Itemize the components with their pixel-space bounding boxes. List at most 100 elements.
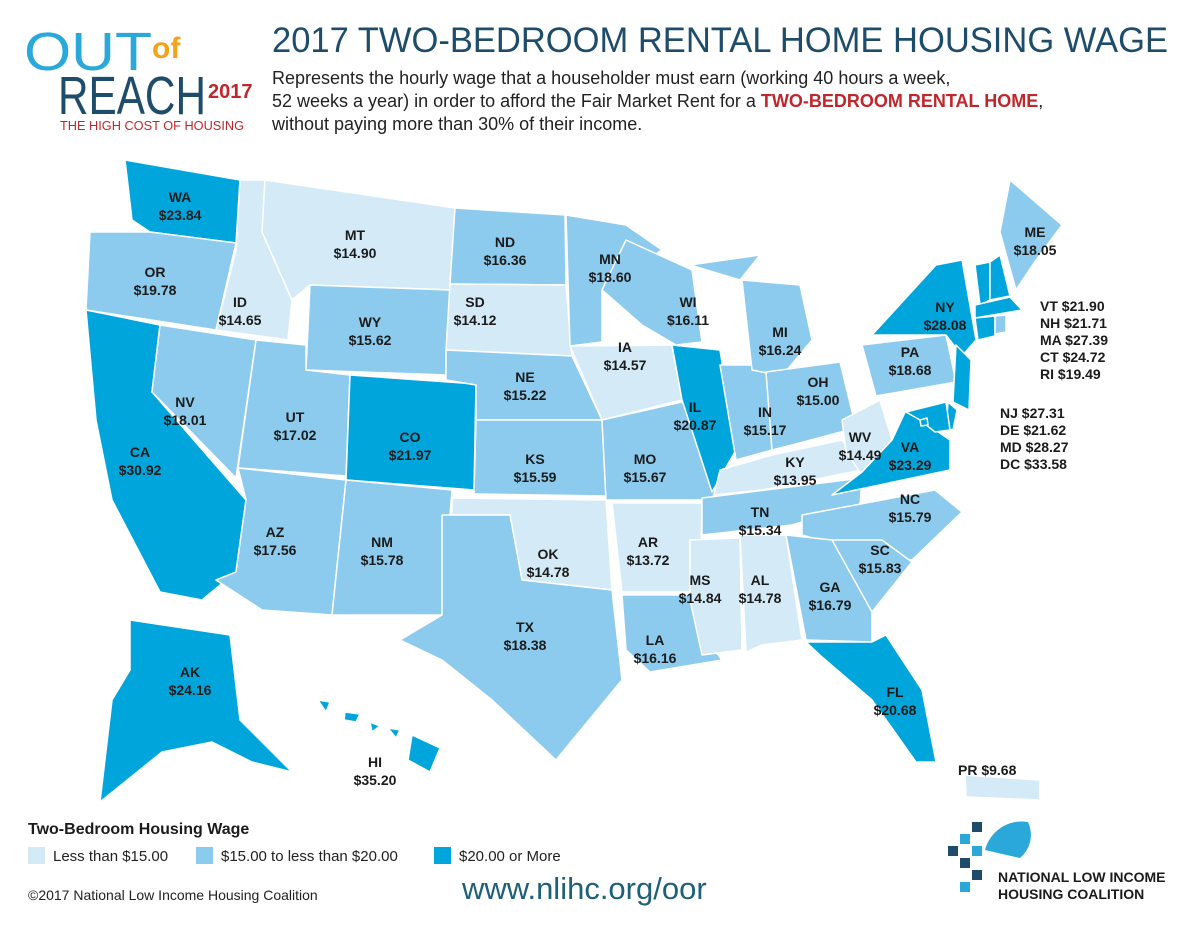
state-abbr: NC (900, 491, 920, 507)
state-label: MS $14.84 (679, 572, 722, 606)
state-label: CT $24.72 (1040, 349, 1106, 365)
state-wage: $16.79 (809, 597, 852, 613)
logo-block (972, 846, 982, 856)
state-wage: $21.71 (1064, 315, 1107, 331)
state-wage: $14.78 (739, 590, 782, 606)
state-abbr: WV (849, 429, 872, 445)
state-label: MN $18.60 (589, 251, 632, 285)
state-label: ND $16.36 (484, 234, 527, 268)
state-abbr: KY (785, 454, 805, 470)
state-wage: $35.20 (354, 772, 397, 788)
logo-block (960, 858, 970, 868)
state-wage: $21.97 (389, 447, 432, 463)
logo-year: 2017 (208, 81, 253, 103)
subtitle-text: 52 weeks a year) in order to afford the … (272, 91, 761, 111)
state-wage: $16.11 (667, 312, 709, 328)
state-label: DC $33.58 (1000, 456, 1067, 472)
state-abbr: SD (465, 294, 484, 310)
state-abbr: CA (130, 444, 150, 460)
logo-out: OUT (24, 22, 152, 82)
state-shape (805, 634, 937, 763)
state-shape (765, 361, 857, 451)
state-abbr: UT (286, 409, 305, 425)
state-abbr: AK (180, 664, 200, 680)
subtitle-line: 52 weeks a year) in order to afford the … (272, 91, 1043, 111)
state-abbr: PA (901, 344, 919, 360)
state-abbr: ID (233, 294, 247, 310)
state-wage: $14.65 (219, 312, 262, 328)
state-abbr: TN (751, 504, 770, 520)
state-label: MO $15.67 (624, 451, 667, 485)
state-label: GA $16.79 (809, 579, 852, 613)
state-label: KS $15.59 (514, 451, 557, 485)
state-abbr: AR (638, 534, 658, 550)
state-shape (305, 284, 451, 376)
state-abbr: AL (751, 572, 770, 588)
state-wage: $15.79 (889, 509, 932, 525)
state-abbr: RI (1040, 366, 1054, 382)
state-abbr: ME (1025, 224, 1046, 240)
state-abbr: NM (371, 534, 393, 550)
state-label: ID $14.65 (219, 294, 262, 328)
state-abbr: MN (599, 251, 621, 267)
legend-label: $20.00 or More (459, 848, 561, 865)
state-shape (151, 324, 257, 479)
state-label: PA $18.68 (889, 344, 932, 378)
state-wage: $28.27 (1026, 439, 1069, 455)
state-wage: $14.12 (454, 312, 497, 328)
state-abbr: DE (1000, 422, 1019, 438)
state-wage: $15.67 (624, 469, 667, 485)
state-shape (999, 179, 1063, 291)
subtitle-highlight: TWO-BEDROOM RENTAL HOME (761, 91, 1038, 111)
state-label: LA $16.16 (634, 632, 677, 666)
legend: Less than $15.00 $15.00 to less than $20.… (28, 847, 561, 865)
state-shape (994, 314, 1007, 335)
org-name: HOUSING COALITION (998, 886, 1144, 902)
state-abbr: DC (1000, 456, 1020, 472)
state-label: IA $14.57 (604, 339, 647, 373)
state-wage: $18.60 (589, 269, 632, 285)
state-label: NH $21.71 (1040, 315, 1107, 331)
state-label: TX $18.38 (504, 619, 547, 653)
state-label: WI $16.11 (667, 294, 709, 328)
state-shape (99, 619, 293, 803)
state-wage: $28.08 (924, 317, 967, 333)
state-label: MD $28.27 (1000, 439, 1069, 455)
logo-block (972, 870, 982, 880)
state-shape (919, 417, 929, 427)
state-label: UT $17.02 (274, 409, 317, 443)
state-abbr: OR (145, 264, 166, 280)
state-abbr: TX (516, 619, 535, 635)
state-wage: $16.16 (634, 650, 677, 666)
state-wage: $18.68 (889, 362, 932, 378)
subtitle-line: without paying more than 30% of their in… (271, 114, 642, 134)
logo-block (960, 882, 970, 892)
state-abbr: WA (169, 189, 192, 205)
state-abbr: WI (679, 294, 696, 310)
state-label: NE $15.22 (504, 369, 547, 403)
state-abbr: FL (886, 684, 904, 700)
state-abbr: HI (368, 754, 382, 770)
state-abbr: KS (525, 451, 544, 467)
state-wage: $14.49 (839, 447, 882, 463)
state-shape (989, 254, 1011, 301)
state-abbr: NY (935, 299, 955, 315)
state-wage: $15.17 (744, 422, 787, 438)
state-wage: $16.24 (759, 342, 802, 358)
state-label: NJ $27.31 (1000, 405, 1065, 421)
logo-reach: REACH (58, 66, 206, 126)
state-label: NV $18.01 (164, 394, 207, 428)
state-shape (952, 344, 972, 411)
state-label: KY $13.95 (774, 454, 817, 488)
state-label: OK $14.78 (527, 546, 570, 580)
state-abbr: CT (1040, 349, 1059, 365)
state-label: MT $14.90 (334, 227, 377, 261)
state-label: AK $24.16 (169, 664, 212, 698)
state-label: RI $19.49 (1040, 366, 1101, 382)
legend-swatch (434, 847, 451, 864)
state-wage: $20.87 (674, 417, 717, 433)
state-wage: $9.68 (981, 762, 1016, 778)
state-label: VA $23.29 (889, 439, 932, 473)
state-abbr: OK (538, 546, 559, 562)
